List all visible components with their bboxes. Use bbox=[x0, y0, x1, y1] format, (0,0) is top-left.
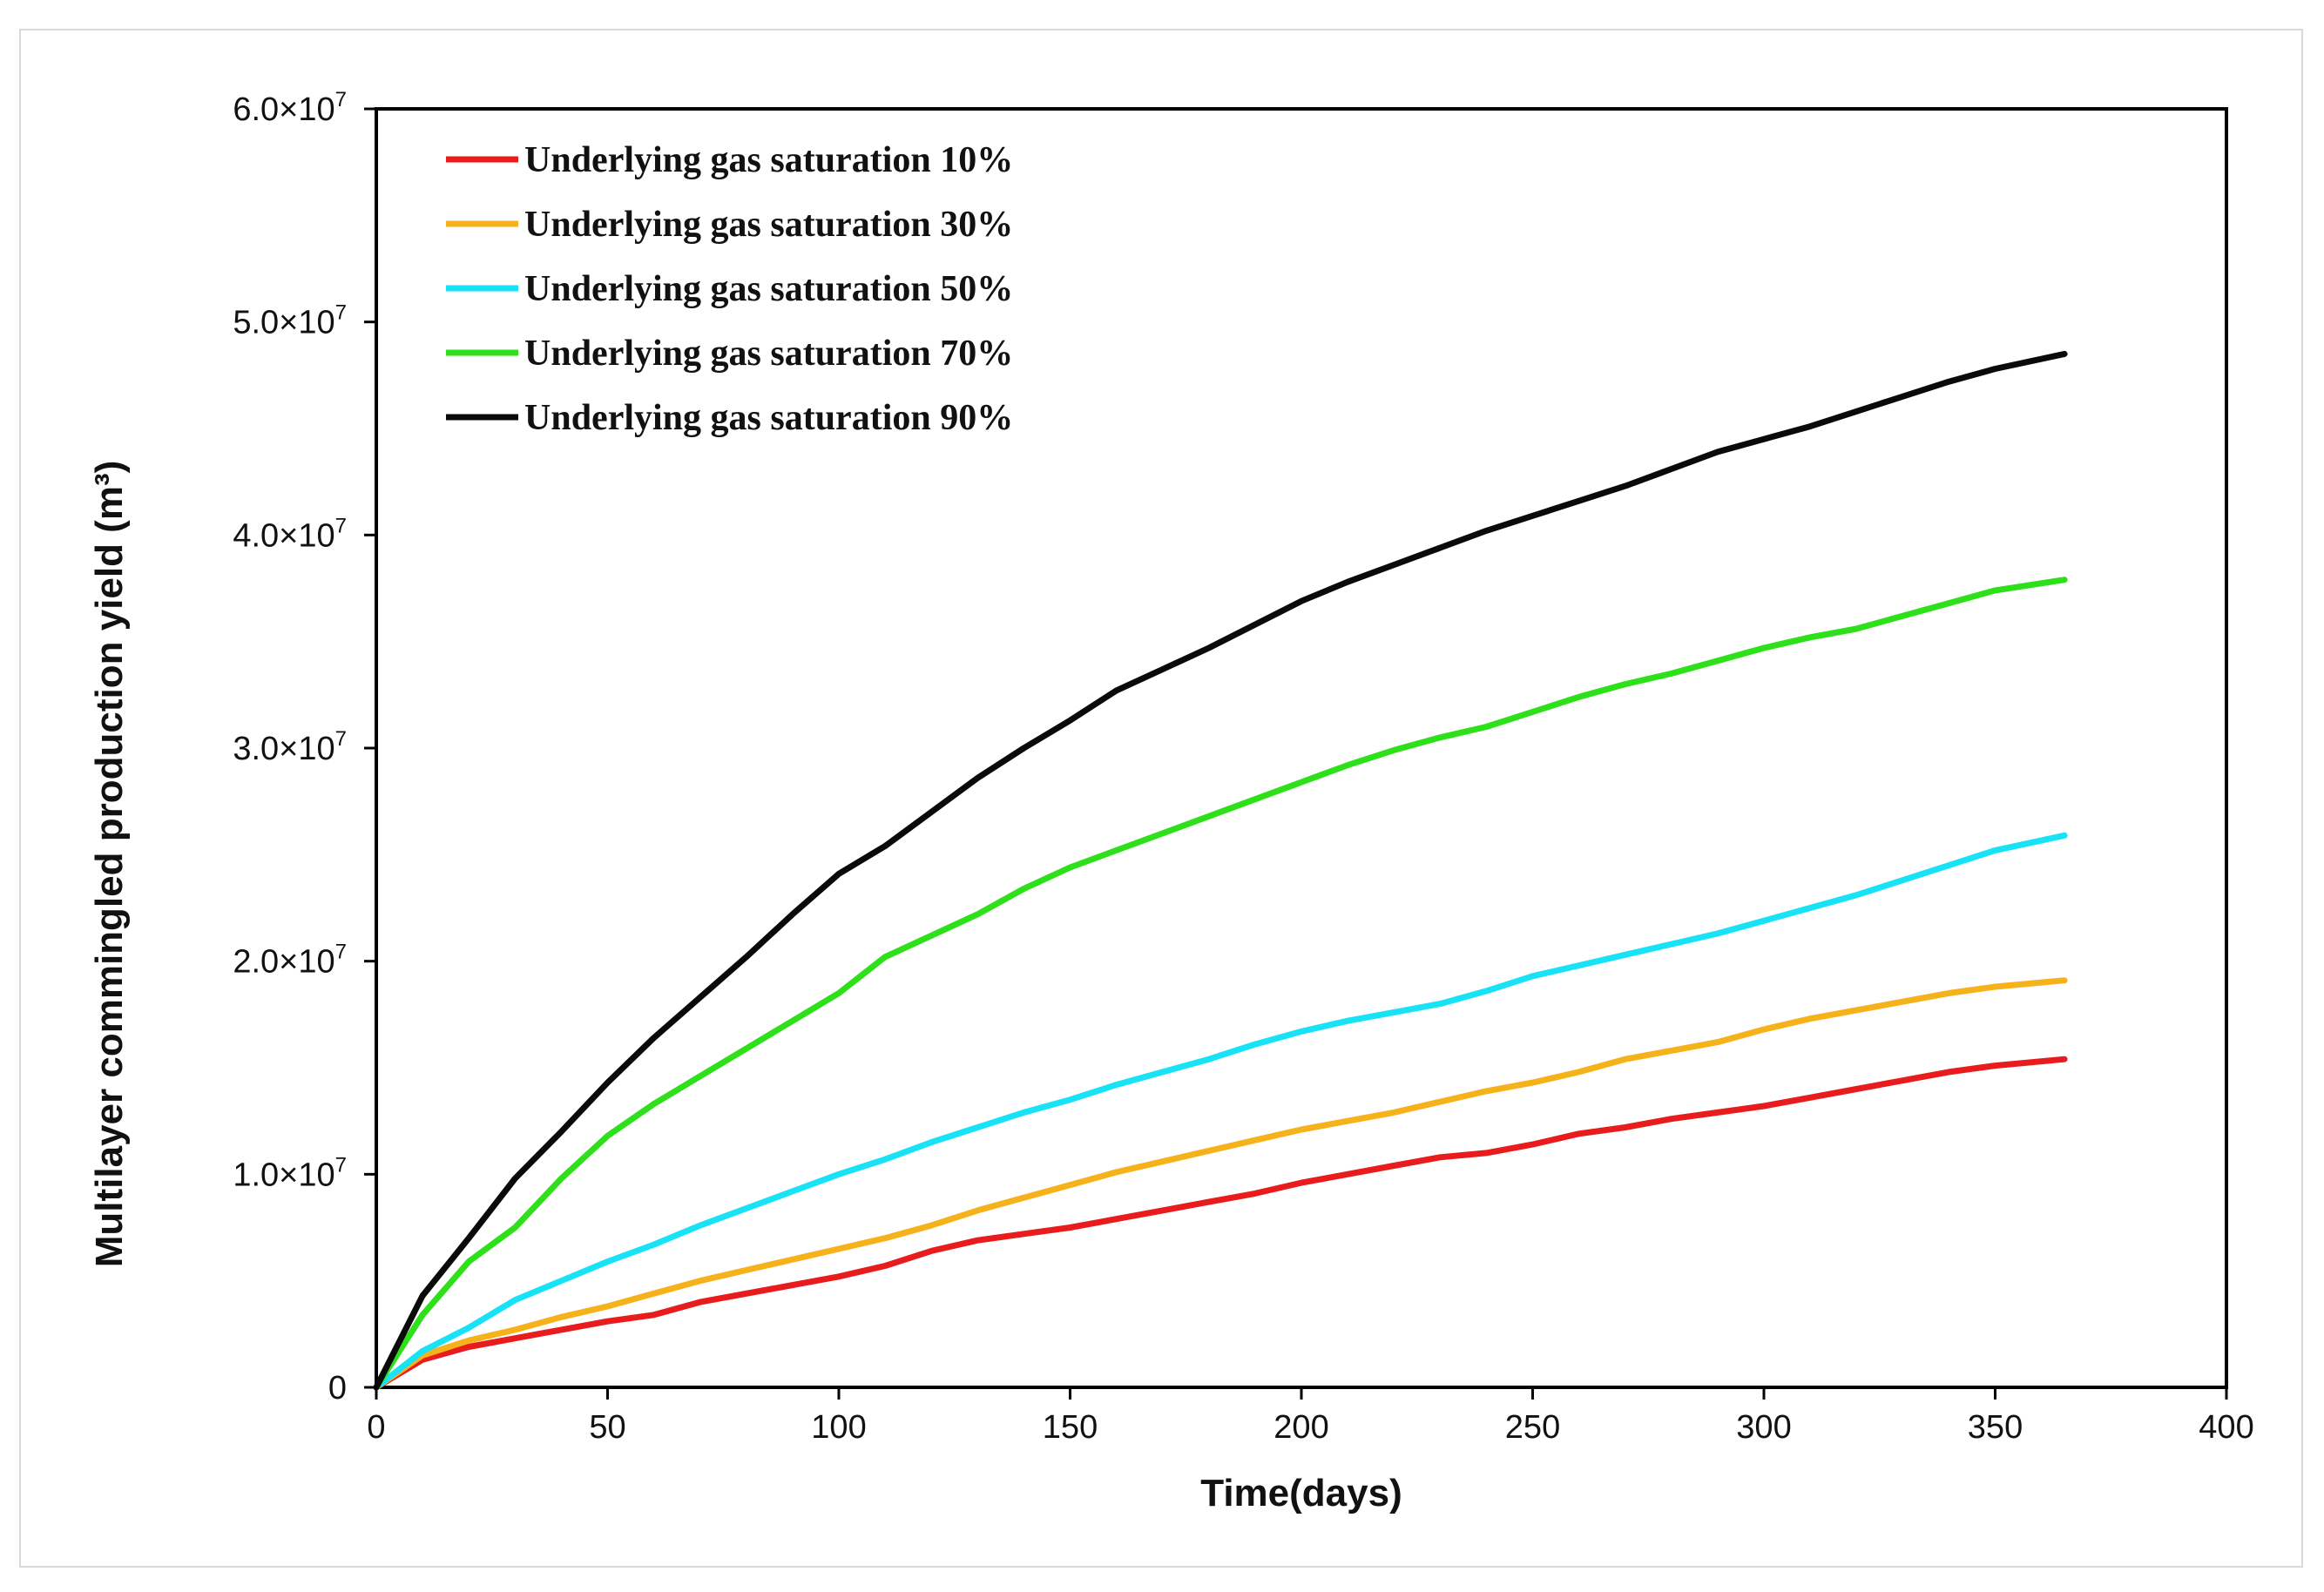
y-tick-label: 6.0×107 bbox=[233, 88, 347, 128]
x-tick-label: 400 bbox=[2199, 1409, 2253, 1446]
figure-frame bbox=[19, 29, 2303, 1568]
x-axis-title: Time(days) bbox=[1200, 1472, 1402, 1514]
legend: Underlying gas saturation 10% Underlying … bbox=[446, 140, 1013, 438]
x-tick-label: 350 bbox=[1968, 1409, 2023, 1446]
series-layer bbox=[373, 350, 2068, 1391]
x-tick-label: 150 bbox=[1043, 1409, 1098, 1446]
y-tick-label: 2.0×107 bbox=[233, 941, 347, 981]
y-tick-label: 5.0×107 bbox=[233, 301, 347, 341]
x-tick-label: 200 bbox=[1273, 1409, 1328, 1446]
y-tick-label: 4.0×107 bbox=[233, 514, 347, 554]
y-tick-label: 1.0×107 bbox=[233, 1153, 347, 1193]
legend-label-5: Underlying gas saturation 90% bbox=[524, 398, 1013, 438]
series-line-1 bbox=[373, 1056, 2068, 1391]
x-tick-label: 300 bbox=[1736, 1409, 1791, 1446]
series-line-3 bbox=[373, 832, 2068, 1391]
y-tick-label: 3.0×107 bbox=[233, 727, 347, 767]
legend-label-3: Underlying gas saturation 50% bbox=[524, 269, 1013, 309]
series-line-2 bbox=[373, 977, 2068, 1391]
x-tick-label: 50 bbox=[589, 1409, 625, 1446]
series-line-4 bbox=[373, 577, 2068, 1391]
x-axis: 0 50 100 150 200 250 300 350 400 bbox=[367, 1387, 2254, 1446]
series-line-5 bbox=[373, 350, 2068, 1391]
y-axis: 0 1.0×107 2.0×107 3.0×107 4.0×107 5.0×107 6.0×… bbox=[233, 88, 376, 1406]
x-tick-label: 0 bbox=[367, 1409, 385, 1446]
legend-label-2: Underlying gas saturation 30% bbox=[524, 205, 1013, 245]
x-tick-label: 100 bbox=[811, 1409, 866, 1446]
y-axis-title: Multilayer commingled production yield (… bbox=[88, 461, 131, 1268]
x-tick-label: 250 bbox=[1505, 1409, 1560, 1446]
legend-label-4: Underlying gas saturation 70% bbox=[524, 334, 1013, 374]
legend-label-1: Underlying gas saturation 10% bbox=[524, 140, 1013, 180]
y-tick-label: 0 bbox=[328, 1370, 347, 1406]
